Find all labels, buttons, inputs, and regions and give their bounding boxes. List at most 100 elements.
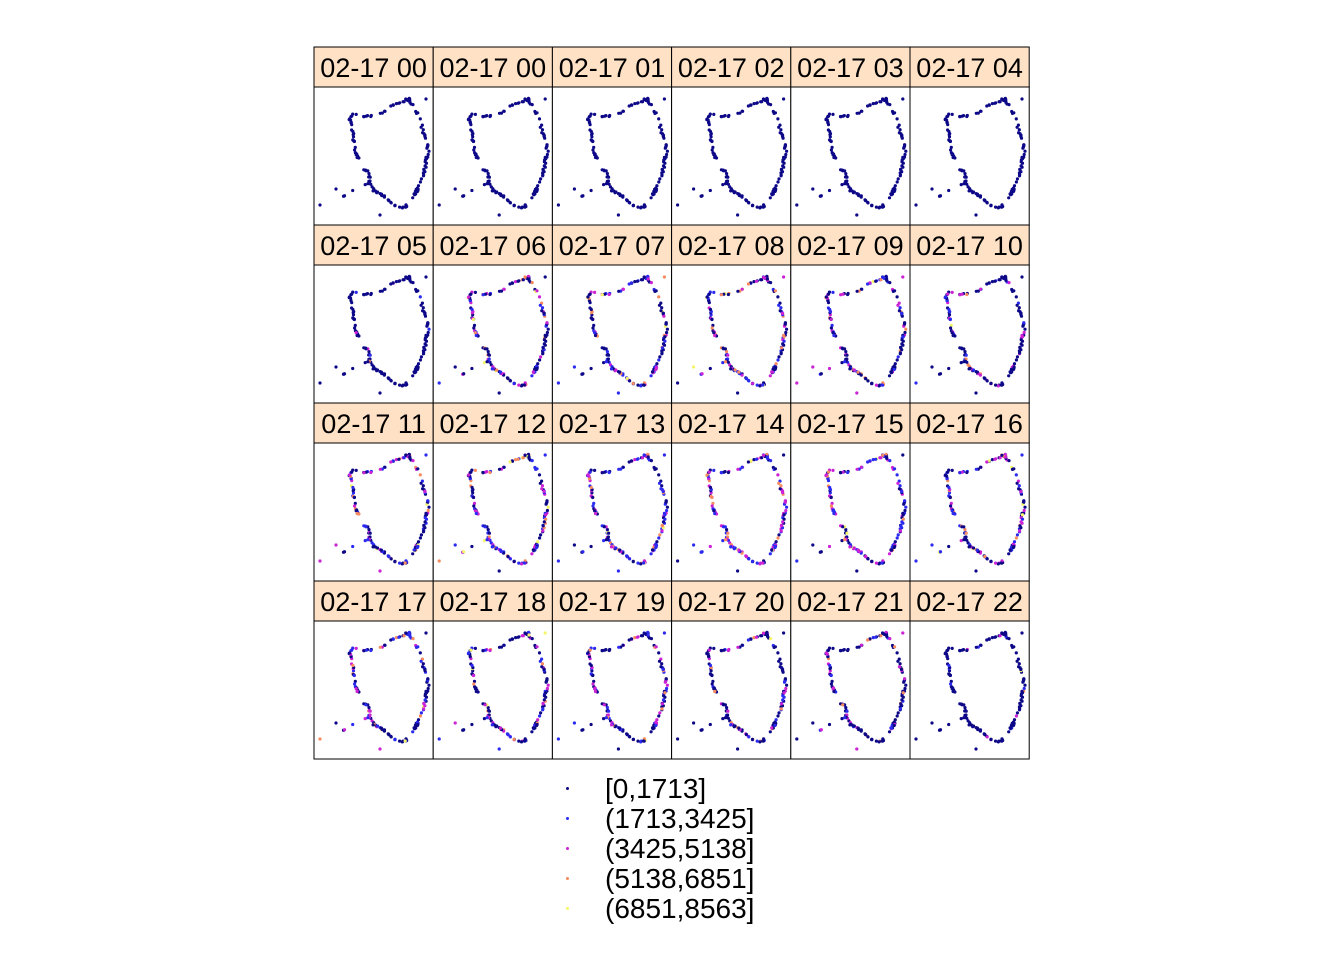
data-point [777,533,781,537]
data-point [846,114,850,119]
data-point [422,173,426,177]
data-point [983,732,987,737]
data-point [654,645,658,649]
data-point [710,317,714,322]
panel-strip [671,224,792,266]
data-point [422,529,426,533]
data-point [1022,330,1026,335]
data-point [819,550,823,554]
data-point [655,540,659,544]
data-point [383,109,387,113]
data-point [654,723,658,728]
data-point [473,112,477,116]
data-point [736,213,740,217]
data-point [522,739,527,743]
data-point [421,128,425,132]
panel: 02-17 02 [671,46,792,226]
data-point [1007,552,1011,556]
panel: 02-17 13 [551,402,673,582]
data-point [770,370,774,374]
data-point [375,546,380,550]
data-point [785,505,789,509]
data-point [848,545,852,549]
data-point [826,470,831,474]
data-point [1007,374,1011,378]
data-point [488,648,492,653]
data-point [962,716,966,720]
data-point [831,112,835,116]
data-point [903,677,907,681]
data-point [657,125,662,129]
data-point [967,367,971,371]
data-point [437,203,441,207]
data-point [779,173,783,177]
data-point [334,721,338,725]
data-point [537,295,542,299]
data-point [831,646,835,651]
data-point [508,379,512,383]
data-point [470,366,474,371]
data-point [421,662,425,666]
data-point [661,698,666,702]
data-point [881,97,885,101]
data-point [657,117,661,121]
data-point [782,335,786,339]
data-point [770,192,774,196]
data-point [664,143,668,147]
data-point [383,287,387,291]
data-point [1020,275,1024,279]
data-point [1011,723,1016,728]
data-point [418,180,422,184]
data-point [855,645,859,649]
data-point [403,739,407,743]
panel-label: 02-17 05 [320,231,427,261]
panel-label: 02-17 01 [559,53,666,83]
data-point [1008,548,1012,552]
data-point [544,339,548,343]
data-point [947,544,951,549]
data-point [334,365,338,369]
data-point [485,182,489,186]
data-point [523,275,527,279]
data-point [616,213,621,217]
data-point [352,139,356,144]
data-point [930,187,934,191]
data-point [1018,168,1022,172]
data-point [467,295,471,299]
data-point [535,545,539,550]
panel-strip [313,224,434,266]
data-point [665,327,670,331]
legend-label: (6851,8563] [605,893,755,924]
data-point [389,282,393,286]
data-point [604,360,608,364]
data-point [880,739,884,743]
data-point [774,362,778,366]
data-point [845,353,849,357]
data-point [852,190,856,194]
data-point [719,471,724,475]
data-point [993,101,997,105]
data-point [421,309,425,313]
data-point [527,455,531,459]
data-point [866,282,870,286]
data-point [609,189,614,193]
data-point [938,194,943,198]
data-point [421,484,425,488]
data-point [506,198,510,203]
data-point [483,169,487,173]
panel-label: 02-17 16 [916,409,1023,439]
data-point [930,365,934,369]
data-point [750,559,755,564]
data-point [774,718,778,722]
data-point [711,323,715,327]
data-point [692,721,696,725]
data-point [947,722,951,727]
data-point [351,366,355,371]
data-point [774,184,778,188]
data-point [831,509,835,513]
data-point [661,520,666,524]
data-point [469,648,473,652]
data-point [964,531,968,535]
data-point [483,525,487,529]
data-point [467,473,471,477]
